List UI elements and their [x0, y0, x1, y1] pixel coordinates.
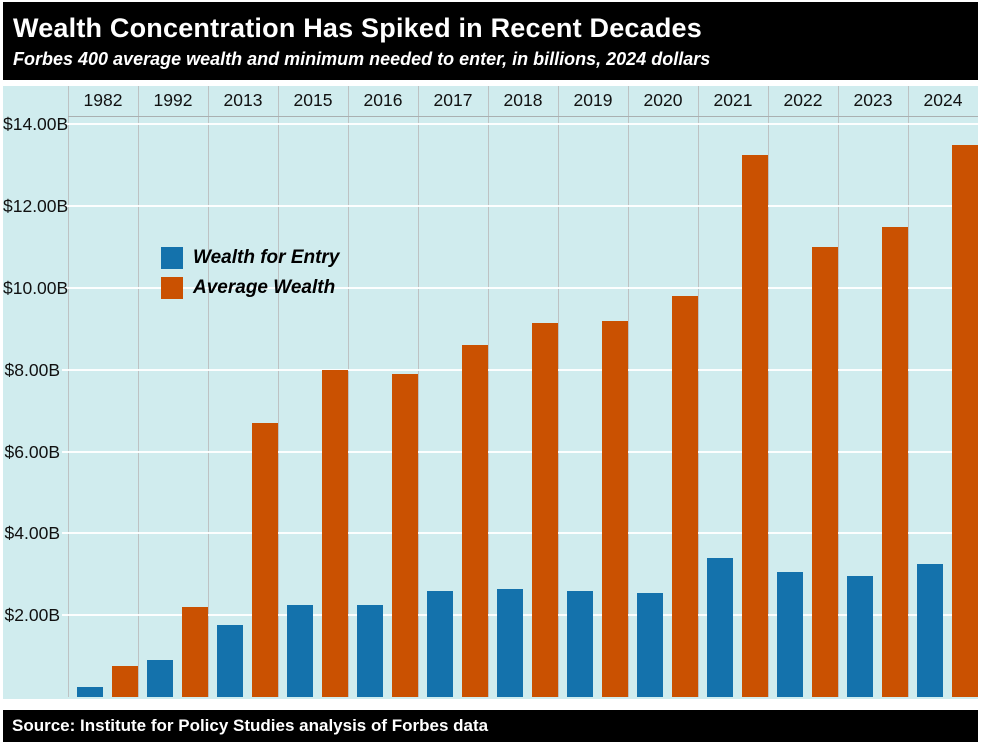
v-gridline: [208, 86, 209, 697]
x-tick-2020: 2020: [643, 90, 683, 110]
legend-swatch-average-wealth: [161, 277, 183, 299]
y-tick-12B: $12.00B: [3, 196, 69, 217]
bar-average-wealth-1992: [182, 607, 208, 697]
plot-top-border: [68, 116, 978, 117]
bar-wealth-for-entry-2015: [287, 605, 313, 697]
bar-average-wealth-2015: [322, 370, 348, 697]
y-tick-2B: $2.00B: [4, 605, 60, 626]
h-gridline-14B: [62, 123, 978, 126]
v-gridline: [768, 86, 769, 697]
bar-average-wealth-2024: [952, 145, 978, 697]
bar-average-wealth-2013: [252, 423, 278, 697]
v-gridline: [68, 86, 69, 697]
bar-wealth-for-entry-2024: [917, 564, 943, 697]
v-gridline: [838, 86, 839, 697]
x-tick-2016: 2016: [363, 90, 403, 110]
bar-average-wealth-2021: [742, 155, 768, 697]
x-tick-2019: 2019: [573, 90, 613, 110]
x-tick-2021: 2021: [713, 90, 753, 110]
bar-average-wealth-2020: [672, 296, 698, 697]
page-subtitle: Forbes 400 average wealth and minimum ne…: [13, 49, 711, 69]
bar-wealth-for-entry-2023: [847, 576, 873, 697]
legend-swatch-wealth-for-entry: [161, 247, 183, 269]
x-tick-2023: 2023: [853, 90, 893, 110]
bar-wealth-for-entry-2020: [637, 593, 663, 697]
bar-average-wealth-2019: [602, 321, 628, 697]
legend-label-average-wealth: Average Wealth: [193, 277, 336, 298]
h-gridline-6B: [62, 450, 978, 453]
legend-label-wealth-for-entry: Wealth for Entry: [193, 247, 340, 268]
bar-wealth-for-entry-2018: [497, 589, 523, 697]
v-gridline: [348, 86, 349, 697]
x-tick-2013: 2013: [223, 90, 263, 110]
h-gridline-10B: [62, 287, 978, 289]
h-gridline-4B: [62, 532, 978, 535]
source-note: Source: Institute for Policy Studies ana…: [12, 716, 489, 735]
v-gridline: [138, 86, 139, 697]
v-gridline: [908, 86, 909, 697]
y-tick-8B: $8.00B: [4, 359, 60, 380]
bar-average-wealth-2017: [462, 345, 488, 697]
x-tick-2017: 2017: [433, 90, 473, 110]
bar-wealth-for-entry-2013: [217, 625, 243, 697]
bar-wealth-for-entry-2017: [427, 591, 453, 697]
bar-wealth-for-entry-2022: [777, 572, 803, 697]
x-tick-1992: 1992: [153, 90, 193, 110]
x-tick-2015: 2015: [293, 90, 333, 110]
v-gridline: [698, 86, 699, 697]
bar-wealth-for-entry-2016: [357, 605, 383, 697]
h-gridline-8B: [62, 368, 978, 371]
v-gridline: [488, 86, 489, 697]
v-gridline: [278, 86, 279, 697]
v-gridline: [628, 86, 629, 697]
y-tick-4B: $4.00B: [4, 523, 60, 544]
y-tick-6B: $6.00B: [4, 441, 60, 462]
bar-average-wealth-2022: [812, 247, 838, 697]
bar-average-wealth-2023: [882, 227, 908, 697]
x-tick-2018: 2018: [503, 90, 543, 110]
y-tick-10B: $10.00B: [3, 278, 69, 298]
bar-wealth-for-entry-1982: [77, 687, 103, 697]
bar-wealth-for-entry-2021: [707, 558, 733, 697]
x-tick-1982: 1982: [83, 90, 123, 110]
x-tick-2024: 2024: [923, 90, 963, 110]
bar-average-wealth-1982: [112, 666, 138, 697]
page-title: Wealth Concentration Has Spiked in Recen…: [13, 13, 702, 43]
v-gridline: [558, 86, 559, 697]
bar-wealth-for-entry-2019: [567, 591, 593, 697]
h-gridline-12B: [62, 205, 978, 208]
bar-average-wealth-2016: [392, 374, 418, 697]
bar-average-wealth-2018: [532, 323, 558, 697]
x-tick-2022: 2022: [783, 90, 823, 110]
bar-chart: 1982 1992 2013 2015 2016 2017 2018 2019 2020 2021…: [3, 86, 978, 699]
bar-wealth-for-entry-1992: [147, 660, 173, 697]
y-tick-14B: $14.00B: [3, 114, 69, 135]
v-gridline: [418, 86, 419, 697]
chart-footer: Source: Institute for Policy Studies ana…: [3, 710, 978, 742]
chart-header: Wealth Concentration Has Spiked in Recen…: [3, 2, 978, 80]
